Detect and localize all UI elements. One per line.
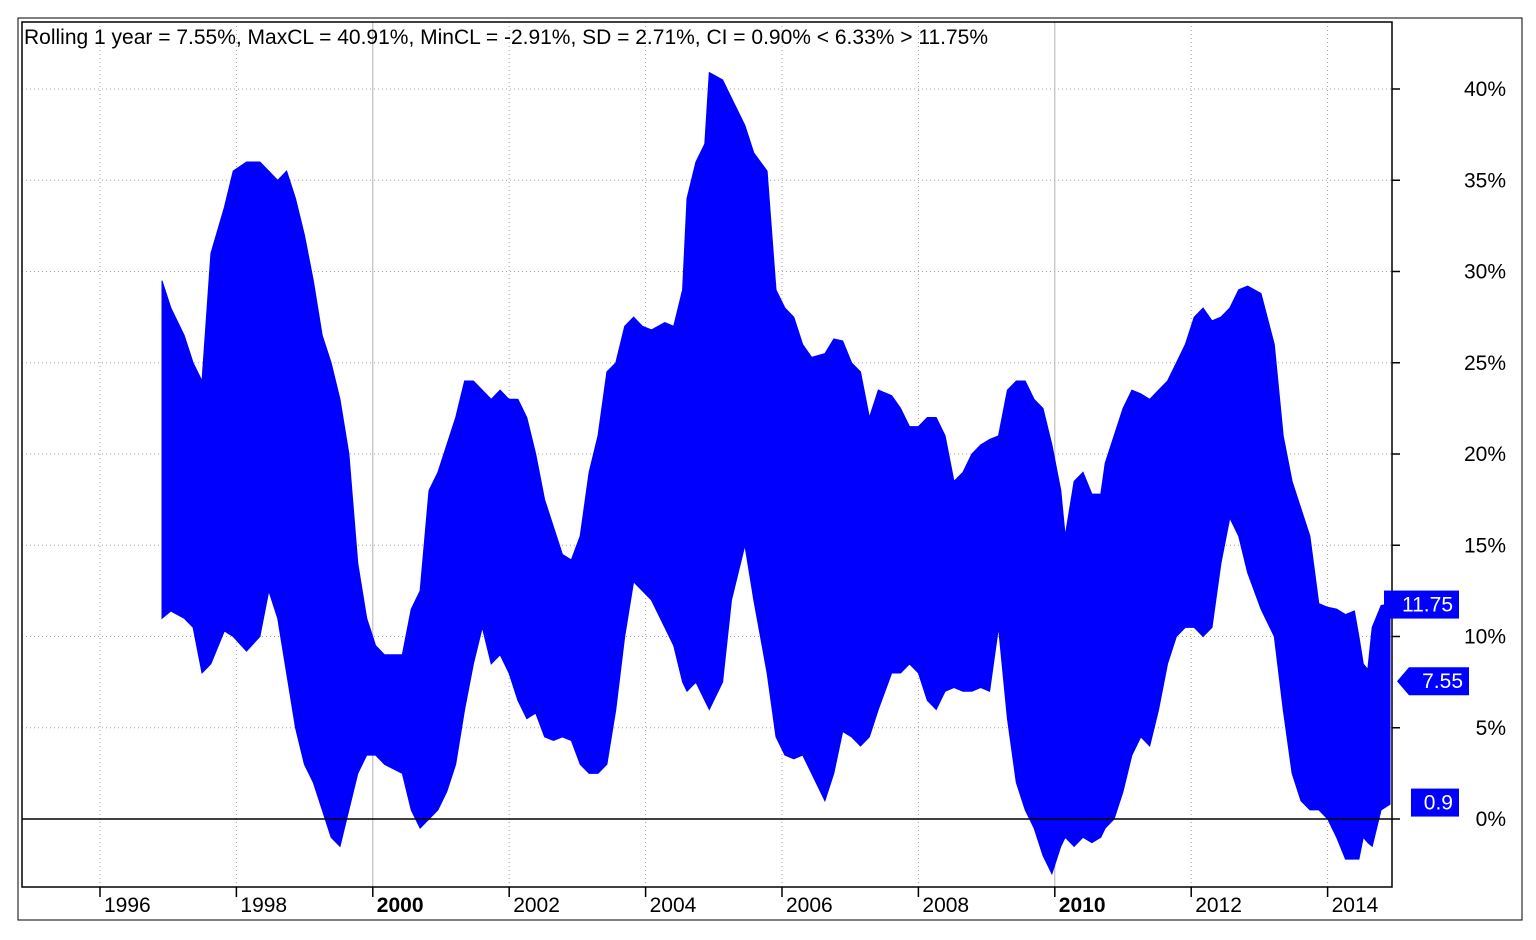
y-tick-label: 10%	[1464, 626, 1506, 649]
x-tick-label: 2004	[650, 894, 697, 917]
value-marker: 7.55	[1397, 667, 1469, 696]
y-tick-label: 25%	[1464, 352, 1506, 375]
value-markers: 11.75 7.55 0.9	[1384, 590, 1469, 817]
x-tick-label: 2014	[1332, 894, 1379, 917]
marker-badge	[1397, 667, 1469, 696]
chart-title: Rolling 1 year = 7.55%, MaxCL = 40.91%, …	[24, 26, 988, 49]
confidence-band-area	[161, 71, 1391, 876]
y-axis-ticks: 0% 5% 10% 15% 20% 25% 30% 35% 40%	[1392, 78, 1506, 831]
x-tick-label: 1996	[104, 894, 151, 917]
y-tick-label: 20%	[1464, 443, 1506, 466]
x-tick-label: 2000	[377, 894, 424, 917]
y-tick-label: 30%	[1464, 261, 1506, 284]
y-tick-label: 15%	[1464, 534, 1506, 557]
confidence-band	[161, 71, 1391, 876]
marker-badge	[1384, 590, 1459, 619]
y-tick-label: 40%	[1464, 78, 1506, 101]
x-tick-label: 1998	[240, 894, 287, 917]
value-marker: 11.75	[1384, 590, 1459, 619]
x-tick-label: 2008	[922, 894, 969, 917]
y-tick-label: 5%	[1476, 717, 1506, 740]
marker-label: 11.75	[1402, 594, 1453, 617]
y-tick-label: 0%	[1476, 808, 1506, 831]
marker-label: 0.9	[1424, 792, 1453, 815]
y-tick-label: 35%	[1464, 169, 1506, 192]
x-tick-label: 2002	[513, 894, 560, 917]
value-marker: 0.9	[1411, 788, 1459, 817]
x-tick-label: 2010	[1059, 894, 1106, 917]
x-axis-ticks: 1996 1998 2000 2002 2004 2006 2008 2010 2012 2014	[99, 887, 1379, 917]
marker-badge	[1411, 788, 1459, 817]
x-tick-label: 2012	[1195, 894, 1242, 917]
x-tick-label: 2006	[786, 894, 833, 917]
marker-label: 7.55	[1422, 670, 1463, 693]
